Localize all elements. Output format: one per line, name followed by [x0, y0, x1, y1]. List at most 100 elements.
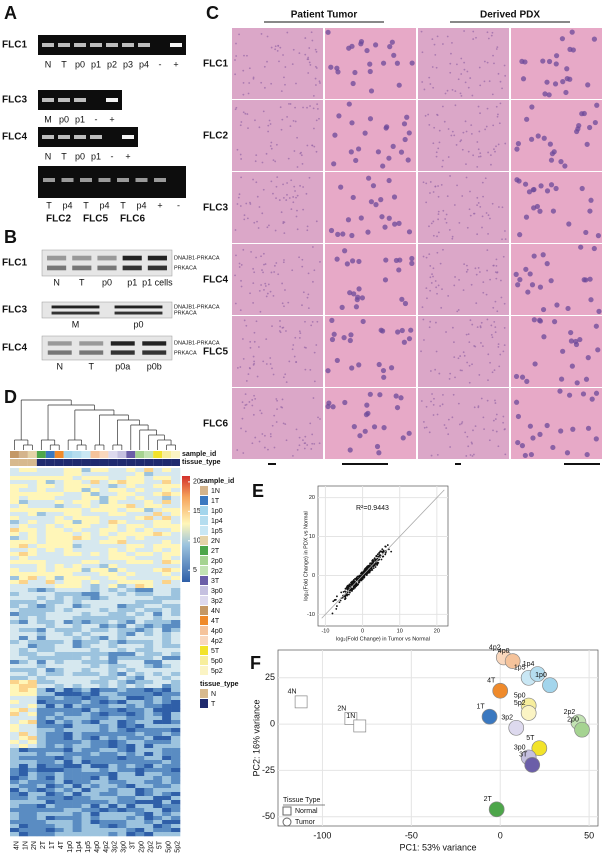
scatter-cloud	[384, 554, 386, 556]
histology-texture	[501, 297, 503, 299]
heatmap-cell	[108, 764, 117, 768]
histology-image	[511, 100, 602, 171]
heatmap-cell	[91, 756, 100, 760]
heatmap-cell	[28, 592, 37, 596]
histology-texture	[241, 286, 243, 288]
histology-texture	[292, 196, 294, 198]
heatmap-cell	[28, 556, 37, 560]
heatmap-cell	[117, 784, 126, 788]
heatmap-cell	[144, 824, 153, 828]
heatmap-cell	[73, 760, 82, 764]
heatmap-cell	[162, 644, 171, 648]
histology-texture	[265, 263, 267, 265]
scatter-cloud	[376, 564, 378, 566]
heatmap-cell	[99, 748, 108, 752]
histology-texture	[437, 147, 439, 149]
heatmap-cell	[91, 700, 100, 704]
legend-swatch	[200, 546, 208, 555]
histology-texture	[311, 31, 313, 33]
heatmap-cell	[144, 572, 153, 576]
histology-texture	[262, 271, 264, 273]
heatmap-cell	[99, 740, 108, 744]
heatmap-cell	[99, 500, 108, 504]
scatter-cloud	[347, 593, 349, 595]
heatmap-cell	[19, 592, 28, 596]
histology-texture	[304, 37, 306, 39]
heatmap-cell	[117, 608, 126, 612]
histology-texture	[282, 399, 284, 401]
histology-texture	[400, 328, 405, 333]
heatmap-cell	[153, 488, 162, 492]
heatmap-cell	[37, 608, 46, 612]
heatmap-cell	[135, 804, 144, 808]
histology-texture	[271, 148, 273, 150]
histology-texture	[279, 47, 281, 49]
heatmap-cell	[82, 560, 91, 564]
histology-texture	[297, 228, 299, 230]
heatmap-cell	[99, 812, 108, 816]
histology-texture	[465, 163, 467, 165]
heatmap-cell	[91, 732, 100, 736]
heatmap-cell	[55, 752, 64, 756]
heatmap-cell	[64, 680, 73, 684]
histology-texture	[238, 33, 240, 35]
histology-texture	[319, 442, 321, 444]
heatmap-cell	[171, 648, 180, 652]
heatmap-cell	[64, 544, 73, 548]
heatmap-cell	[153, 768, 162, 772]
heatmap-cell	[37, 748, 46, 752]
heatmap-cell	[108, 656, 117, 660]
histology-texture	[302, 439, 304, 441]
heatmap-cell	[91, 660, 100, 664]
histology-texture	[290, 208, 292, 210]
histology-texture	[341, 335, 346, 340]
histology-texture	[315, 49, 317, 51]
scatter-cloud	[371, 560, 373, 562]
histology-texture	[235, 107, 237, 109]
heatmap-cell	[46, 512, 55, 516]
heatmap-cell	[19, 624, 28, 628]
heatmap-cell	[108, 480, 117, 484]
histology-texture	[283, 376, 285, 378]
heatmap-cell	[28, 504, 37, 508]
heatmap-cell	[55, 680, 64, 684]
heatmap-cell	[55, 536, 64, 540]
annotation-cell	[64, 459, 73, 466]
heatmap-cell	[135, 624, 144, 628]
histology-texture	[538, 183, 543, 188]
histology-texture	[492, 55, 494, 57]
heatmap-cell	[117, 804, 126, 808]
histology-texture	[537, 209, 542, 214]
blot-band	[72, 256, 91, 261]
heatmap-cell	[162, 756, 171, 760]
histology-texture	[255, 257, 257, 259]
heatmap-cell	[64, 524, 73, 528]
histology-texture	[277, 273, 279, 275]
heatmap-cell	[46, 720, 55, 724]
heatmap-cell	[153, 680, 162, 684]
heatmap-cell	[10, 480, 19, 484]
heatmap-cell	[153, 808, 162, 812]
heatmap-cell	[117, 732, 126, 736]
histology-texture	[425, 202, 427, 204]
heatmap-cell	[91, 748, 100, 752]
histology-texture	[429, 276, 431, 278]
heatmap-cell	[99, 768, 108, 772]
histology-texture	[476, 204, 478, 206]
heatmap-cell	[144, 740, 153, 744]
heatmap-cell	[135, 584, 144, 588]
heatmap-cell	[99, 664, 108, 668]
scatter-cloud	[378, 554, 380, 556]
histology-texture	[299, 332, 301, 334]
heatmap-cell	[117, 528, 126, 532]
heatmap-cell	[46, 712, 55, 716]
heatmap-cell	[10, 532, 19, 536]
heatmap-cell	[144, 504, 153, 508]
heatmap-cell	[37, 656, 46, 660]
heatmap-cell	[73, 800, 82, 804]
histology-texture	[234, 73, 236, 75]
heatmap-cell	[73, 512, 82, 516]
heatmap-cell	[10, 640, 19, 644]
legend-title: tissue_type	[200, 681, 239, 688]
point	[525, 757, 540, 772]
